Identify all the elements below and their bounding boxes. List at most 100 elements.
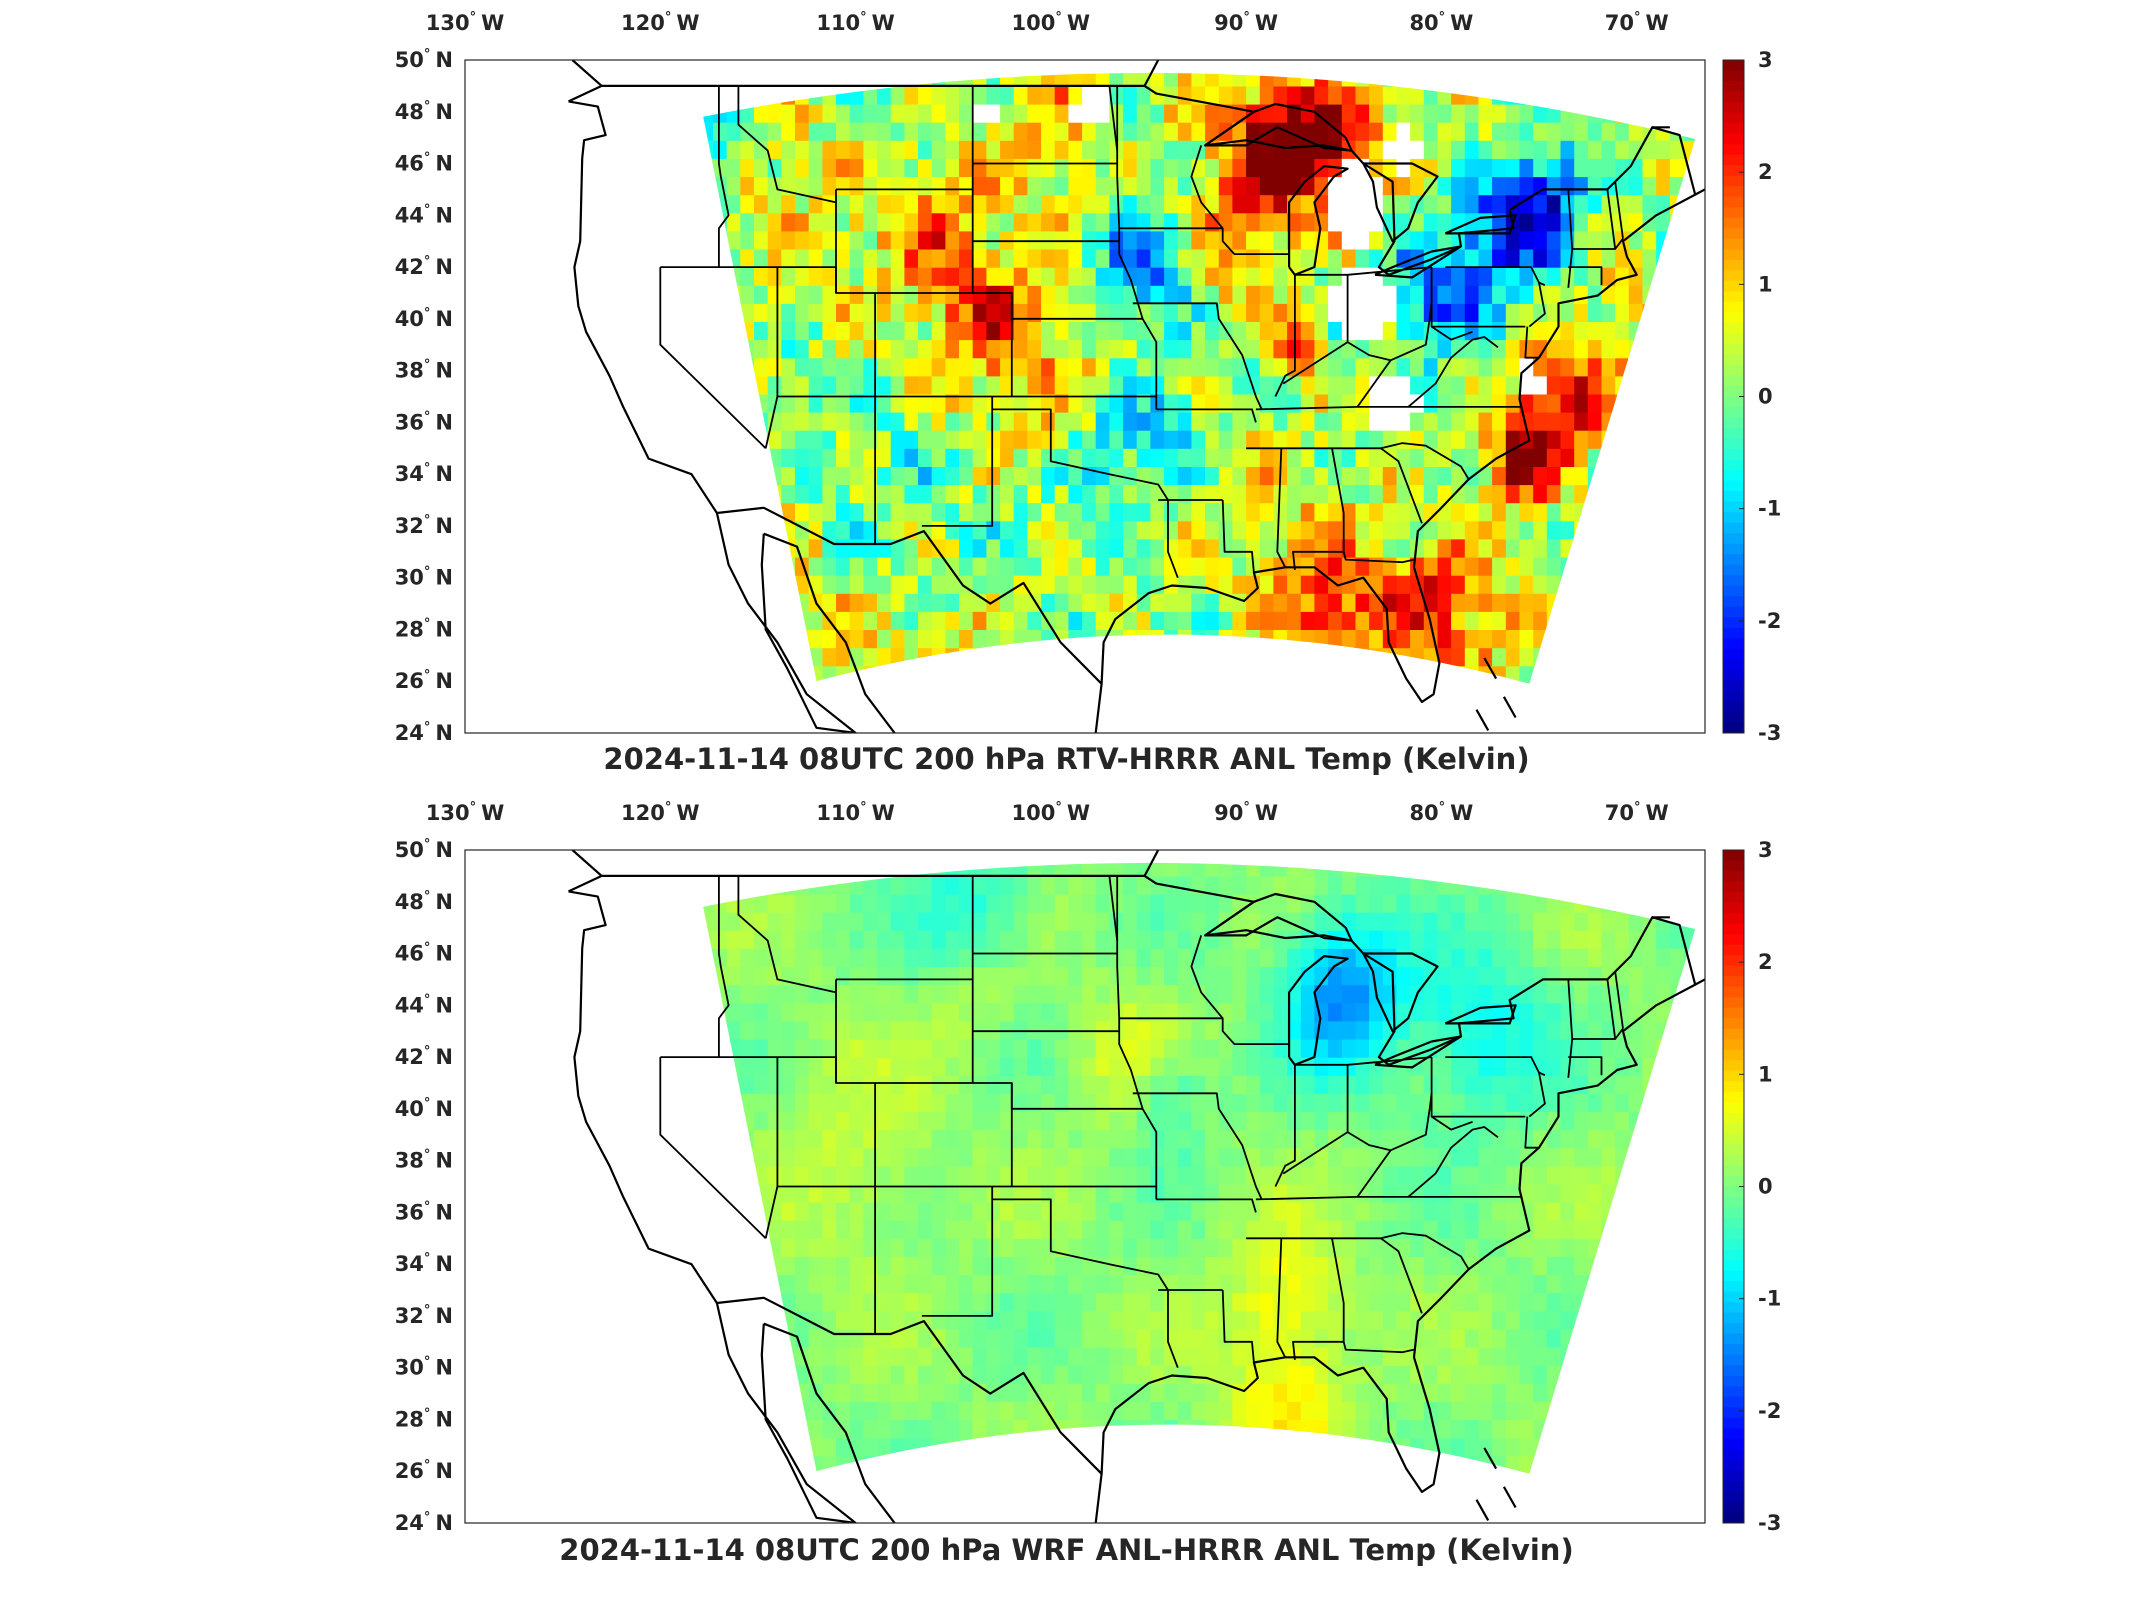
state-line [992, 408, 1179, 579]
great-lake-shoreline [1362, 162, 1439, 243]
lat-tick-label: 30° N [395, 565, 453, 590]
lat-tick-label: 28° N [395, 1407, 453, 1432]
colorbar-tick-label: -1 [1758, 1287, 1781, 1311]
colorbar-tick-label: 3 [1758, 838, 1773, 862]
lon-tick-label: 120° W [621, 10, 700, 35]
state-line [1524, 1116, 1539, 1149]
lon-tick-label: 80° W [1409, 10, 1473, 35]
state-line [737, 85, 837, 204]
great-lake-shoreline [1204, 892, 1353, 942]
lat-tick-label: 46° N [395, 151, 453, 176]
great-lake-shoreline [1287, 955, 1349, 1066]
lat-tick-label: 38° N [395, 358, 453, 383]
great-lake-shoreline [1374, 245, 1463, 279]
map-axes-frame-bottom [464, 849, 1706, 1524]
state-line [1614, 1028, 1624, 1040]
great-lake-shoreline [1204, 102, 1353, 152]
canada-border [1143, 60, 1160, 87]
mexico-coastline [763, 1322, 896, 1523]
colorbar-tick-label: 2 [1758, 950, 1773, 974]
state-line [718, 875, 730, 1058]
state-line [1528, 282, 1546, 328]
state-line [1156, 1198, 1257, 1213]
lat-tick-label: 24° N [395, 1510, 453, 1535]
state-line [1614, 238, 1624, 250]
state-line [1614, 971, 1624, 1029]
colorbar-tick-label: -3 [1758, 1511, 1781, 1535]
state-line [659, 1057, 767, 1239]
state-line [1347, 1093, 1433, 1152]
island [1502, 1486, 1517, 1509]
temperature-difference-field-top [703, 72, 1696, 684]
state-line [1342, 551, 1415, 564]
great-lake-shoreline [1374, 1035, 1463, 1069]
mexico-gulf-coastline [1094, 1473, 1103, 1523]
state-line [1430, 1057, 1526, 1118]
lon-tick-label: 80° W [1409, 800, 1473, 825]
lon-tick-label: 90° W [1214, 10, 1278, 35]
canada-border [1143, 850, 1160, 877]
state-line [1356, 1149, 1392, 1198]
colorbar-tick-label: 2 [1758, 160, 1773, 184]
island [1483, 657, 1498, 680]
state-line [1407, 336, 1499, 408]
state-line [1572, 189, 1617, 250]
lat-tick-label: 26° N [395, 1458, 453, 1483]
lon-tick-label: 110° W [816, 800, 895, 825]
lon-tick-label: 70° W [1605, 10, 1669, 35]
lat-tick-label: 42° N [395, 254, 453, 279]
state-line [1276, 1238, 1287, 1358]
lat-tick-label: 32° N [395, 1303, 453, 1328]
state-line [1116, 85, 1158, 410]
state-line [992, 1198, 1179, 1369]
colorbar-tick-label: -2 [1758, 1399, 1781, 1423]
state-line [1524, 326, 1539, 359]
lat-tick-label: 42° N [395, 1044, 453, 1069]
lat-tick-label: 34° N [395, 1251, 453, 1276]
state-line [1356, 359, 1392, 408]
lat-tick-label: 34° N [395, 461, 453, 486]
lat-tick-label: 30° N [395, 1355, 453, 1380]
state-line [1276, 448, 1287, 568]
canada-border [571, 850, 603, 877]
us-coastline [568, 84, 1697, 704]
state-line [1221, 499, 1255, 573]
island [1502, 696, 1517, 719]
lat-tick-label: 46° N [395, 941, 453, 966]
map-axes-frame-top [464, 59, 1706, 734]
state-line [737, 875, 837, 994]
map-title-bottom: 2024-11-14 08UTC 200 hPa WRF ANL-HRRR AN… [559, 1533, 1574, 1567]
state-line [1407, 1126, 1499, 1198]
lat-tick-label: 44° N [395, 992, 453, 1017]
state-line [1445, 266, 1546, 287]
lat-tick-label: 32° N [395, 513, 453, 538]
state-line [1342, 1341, 1415, 1354]
colorbar-top: 3 2 1 0 -1 -2 -3 [1722, 48, 1781, 745]
state-line [921, 1186, 994, 1317]
state-line [1282, 1064, 1349, 1175]
baja-coastline [715, 512, 857, 733]
lon-tick-label: 100° W [1012, 10, 1091, 35]
state-line [1221, 1289, 1255, 1363]
colorbar-tick-label: -2 [1758, 609, 1781, 633]
colorbar-tick-label: -3 [1758, 721, 1781, 745]
lon-tick-label: 70° W [1605, 800, 1669, 825]
great-lake-shoreline [1444, 214, 1517, 235]
state-line [1347, 303, 1433, 362]
state-line [1108, 85, 1119, 151]
colorbar-tick-label: -1 [1758, 497, 1781, 521]
island [1483, 1447, 1498, 1470]
us-coastline [568, 874, 1697, 1494]
colorbar-tick-label: 3 [1758, 48, 1773, 72]
state-line [1274, 274, 1296, 397]
state-line [1156, 408, 1257, 423]
colorbar-tick-label: 0 [1758, 1175, 1773, 1199]
lat-tick-label: 24° N [395, 720, 453, 745]
lat-tick-label: 40° N [395, 306, 453, 331]
great-lake-shoreline [1444, 1004, 1517, 1025]
lat-tick-label: 40° N [395, 1096, 453, 1121]
lat-tick-label: 48° N [395, 99, 453, 124]
state-line [1572, 979, 1617, 1040]
state-line [1116, 875, 1158, 1200]
lon-tick-label: 130° W [426, 10, 505, 35]
